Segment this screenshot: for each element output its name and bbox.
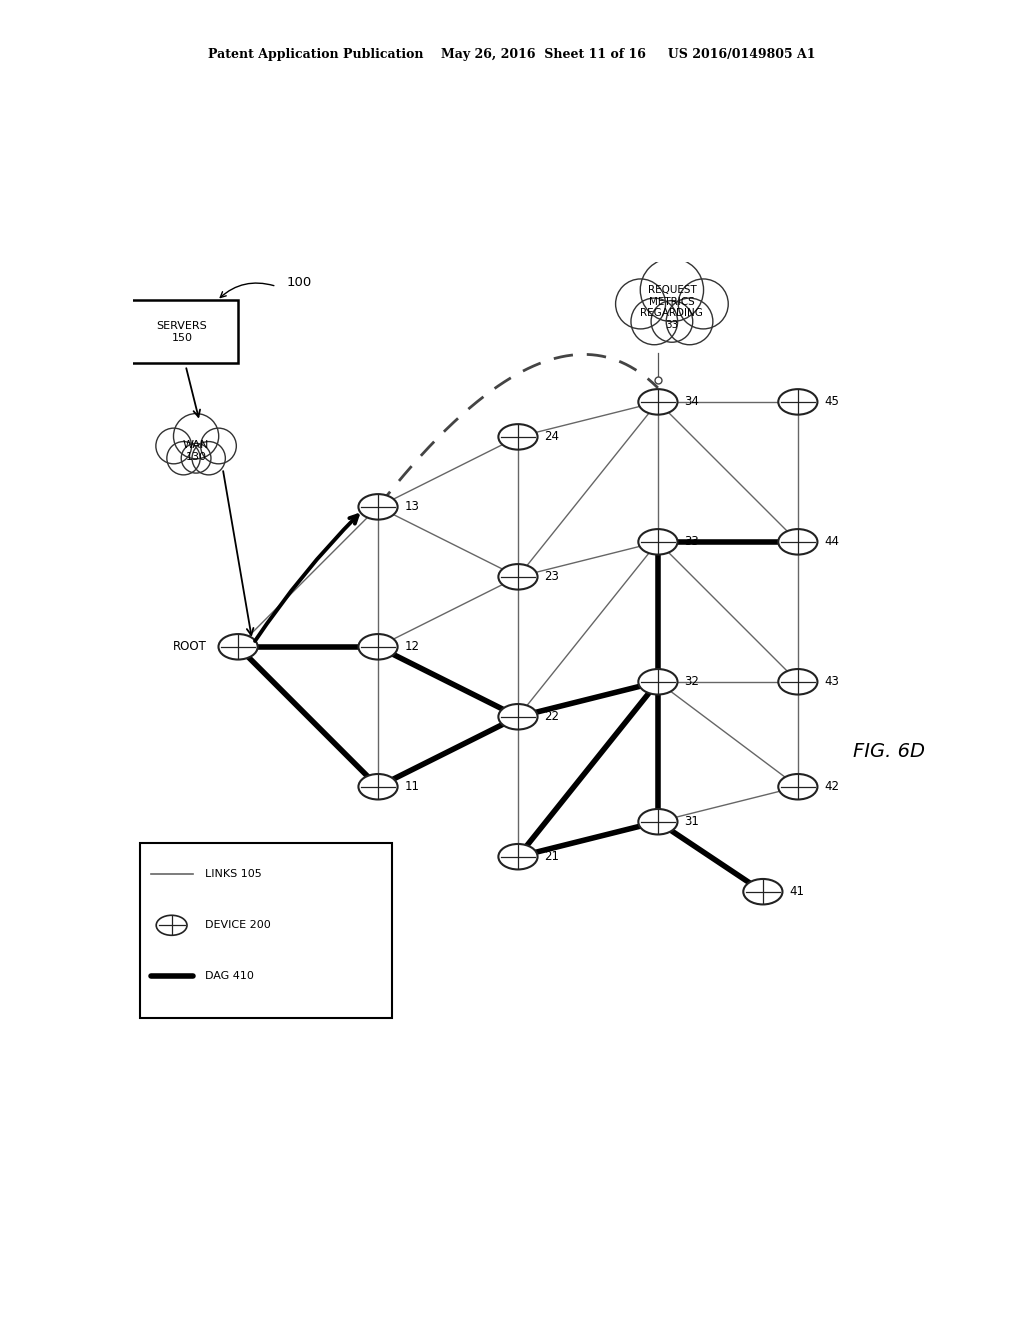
Circle shape — [181, 444, 211, 473]
Circle shape — [651, 301, 692, 342]
Ellipse shape — [638, 809, 678, 834]
FancyBboxPatch shape — [140, 842, 392, 1018]
Text: 44: 44 — [824, 536, 840, 548]
Text: WAN
130: WAN 130 — [183, 440, 209, 462]
Ellipse shape — [778, 389, 817, 414]
Ellipse shape — [499, 564, 538, 590]
Ellipse shape — [499, 704, 538, 730]
FancyBboxPatch shape — [126, 301, 238, 363]
Ellipse shape — [638, 669, 678, 694]
Ellipse shape — [499, 424, 538, 450]
Text: Patent Application Publication    May 26, 2016  Sheet 11 of 16     US 2016/01498: Patent Application Publication May 26, 2… — [208, 48, 816, 61]
Ellipse shape — [499, 843, 538, 870]
Ellipse shape — [358, 494, 397, 520]
Text: 41: 41 — [790, 886, 805, 898]
Ellipse shape — [778, 529, 817, 554]
Text: 21: 21 — [545, 850, 559, 863]
Ellipse shape — [778, 669, 817, 694]
Text: 11: 11 — [404, 780, 420, 793]
Text: DEVICE 200: DEVICE 200 — [205, 920, 271, 931]
Text: 43: 43 — [824, 676, 840, 688]
Text: 33: 33 — [684, 536, 699, 548]
Ellipse shape — [638, 529, 678, 554]
Ellipse shape — [358, 634, 397, 660]
Ellipse shape — [743, 879, 782, 904]
Text: 24: 24 — [545, 430, 559, 444]
Text: 32: 32 — [684, 676, 699, 688]
Circle shape — [631, 298, 678, 345]
Text: 22: 22 — [545, 710, 559, 723]
Circle shape — [667, 298, 713, 345]
Ellipse shape — [358, 774, 397, 800]
Text: 31: 31 — [684, 816, 699, 828]
Text: 23: 23 — [545, 570, 559, 583]
Text: ROOT: ROOT — [173, 640, 207, 653]
Ellipse shape — [157, 915, 187, 936]
Text: 12: 12 — [404, 640, 420, 653]
Text: 34: 34 — [684, 396, 699, 408]
Text: FIG. 6D: FIG. 6D — [853, 742, 925, 762]
Text: DAG 410: DAG 410 — [205, 970, 254, 981]
Text: SERVERS
150: SERVERS 150 — [157, 321, 208, 343]
Text: 45: 45 — [824, 396, 840, 408]
Circle shape — [156, 428, 191, 463]
Ellipse shape — [218, 634, 258, 660]
Circle shape — [678, 279, 728, 329]
Circle shape — [615, 279, 666, 329]
Text: 42: 42 — [824, 780, 840, 793]
Text: 100: 100 — [287, 276, 312, 289]
Circle shape — [167, 442, 200, 475]
Circle shape — [201, 428, 237, 463]
Ellipse shape — [778, 774, 817, 800]
Text: REQUEST
METRICS
REGARDING
33: REQUEST METRICS REGARDING 33 — [640, 285, 703, 330]
Circle shape — [193, 442, 225, 475]
Circle shape — [640, 259, 703, 322]
Ellipse shape — [638, 389, 678, 414]
Text: 13: 13 — [404, 500, 420, 513]
Text: LINKS 105: LINKS 105 — [205, 869, 262, 879]
Circle shape — [173, 413, 219, 459]
